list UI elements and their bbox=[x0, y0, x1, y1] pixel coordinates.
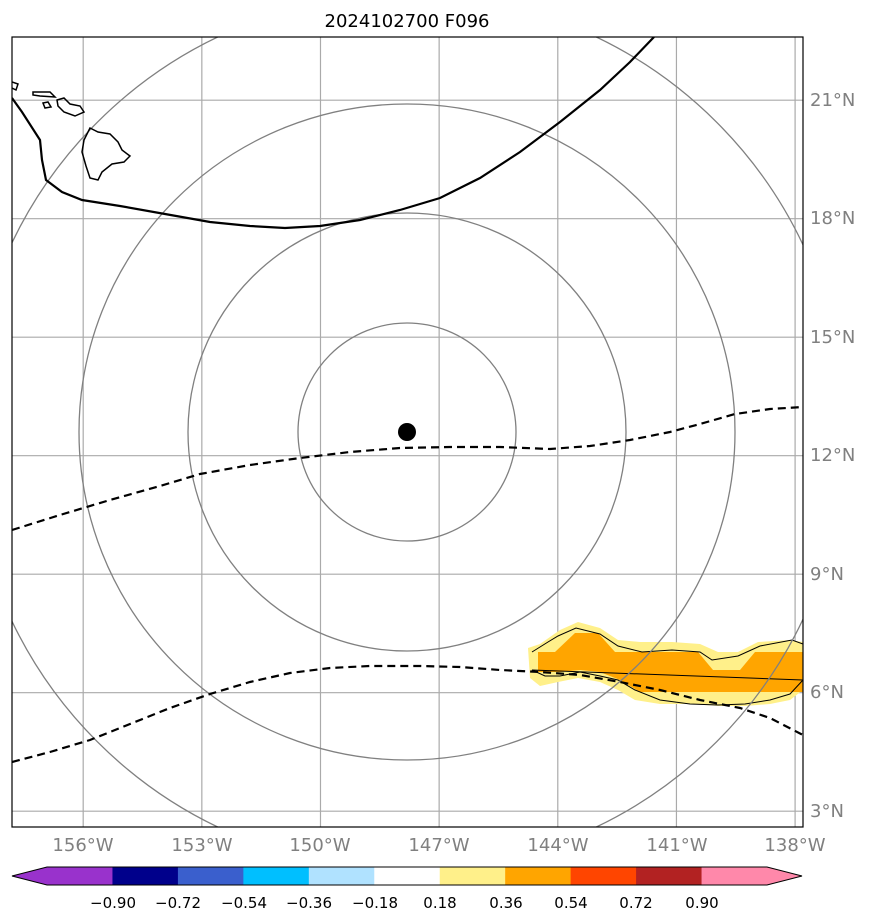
colorbar-over-extension bbox=[767, 867, 802, 885]
range-ring-3 bbox=[78, 103, 736, 761]
lon-label: 150°W bbox=[289, 835, 350, 856]
lon-label: 153°W bbox=[171, 835, 232, 856]
lon-label: 147°W bbox=[408, 835, 469, 856]
colorbar-cell bbox=[374, 867, 441, 885]
colorbar-outline bbox=[11, 866, 803, 886]
colorbar-tick-label: 0.18 bbox=[423, 894, 456, 912]
island-lanai bbox=[41, 101, 53, 109]
colorbar-cell bbox=[439, 867, 506, 885]
colorbar-cell bbox=[505, 867, 572, 885]
colorbar-tick-label: −0.18 bbox=[352, 894, 398, 912]
map-title: 2024102700 F096 bbox=[325, 11, 490, 32]
colorbar-cell bbox=[112, 867, 179, 885]
colorbar-ticks: −0.90 −0.72 −0.54 −0.36 −0.18 0.18 0.36 … bbox=[90, 894, 719, 912]
lon-label: 138°W bbox=[764, 835, 825, 856]
colorbar-tick-label: −0.72 bbox=[155, 894, 201, 912]
lat-label: 12°N bbox=[810, 445, 855, 466]
longitude-labels: 156°W 153°W 150°W 147°W 144°W 141°W 138°… bbox=[52, 835, 825, 856]
lat-label: 3°N bbox=[810, 801, 844, 822]
colorbar-tick-label: 0.72 bbox=[619, 894, 652, 912]
colorbar-under-extension bbox=[12, 867, 47, 885]
lon-label: 141°W bbox=[646, 835, 707, 856]
colorbar-tick-label: 0.90 bbox=[685, 894, 718, 912]
coastlines bbox=[12, 81, 132, 181]
island-oahu-molokai bbox=[32, 91, 57, 98]
map-frame bbox=[11, 36, 804, 828]
colorbar-cell bbox=[47, 867, 113, 885]
lat-label: 21°N bbox=[810, 90, 855, 111]
range-ring-2 bbox=[187, 212, 627, 652]
latitude-labels: 3°N 6°N 9°N 12°N 15°N 18°N 21°N bbox=[810, 90, 855, 822]
storm-center-marker bbox=[398, 423, 416, 441]
colorbar-tick-label: −0.90 bbox=[90, 894, 136, 912]
lat-label: 9°N bbox=[810, 564, 844, 585]
island-kauai bbox=[12, 81, 19, 92]
colorbar-tick-label: −0.54 bbox=[221, 894, 267, 912]
gridlines bbox=[12, 37, 803, 827]
colorbar-tick-label: −0.36 bbox=[286, 894, 332, 912]
colorbar: −0.90 −0.72 −0.54 −0.36 −0.18 0.18 0.36 … bbox=[11, 866, 803, 912]
lat-label: 15°N bbox=[810, 327, 855, 348]
colorbar-cell bbox=[636, 867, 703, 885]
solid-contour bbox=[12, 37, 655, 230]
lon-label: 144°W bbox=[527, 835, 588, 856]
lat-label: 6°N bbox=[810, 682, 844, 703]
lat-label: 18°N bbox=[810, 208, 855, 229]
colorbar-tick-label: 0.54 bbox=[554, 894, 587, 912]
range-rings bbox=[12, 37, 803, 827]
colorbar-cell bbox=[570, 867, 637, 885]
dashed-contour-south bbox=[12, 664, 803, 764]
colorbar-cell bbox=[308, 867, 375, 885]
island-maui bbox=[56, 97, 86, 117]
anomaly-region bbox=[528, 622, 803, 706]
anomaly-contour bbox=[531, 627, 803, 706]
dashed-contour-north bbox=[12, 405, 803, 532]
colorbar-cell bbox=[243, 867, 310, 885]
island-hawaii bbox=[81, 126, 132, 181]
colorbar-cell bbox=[701, 867, 768, 885]
range-ring-1 bbox=[297, 322, 517, 542]
colorbar-tick-label: 0.36 bbox=[489, 894, 522, 912]
colorbar-cells bbox=[47, 867, 768, 885]
lon-label: 156°W bbox=[52, 835, 113, 856]
map-area bbox=[12, 37, 803, 827]
colorbar-cell bbox=[177, 867, 244, 885]
